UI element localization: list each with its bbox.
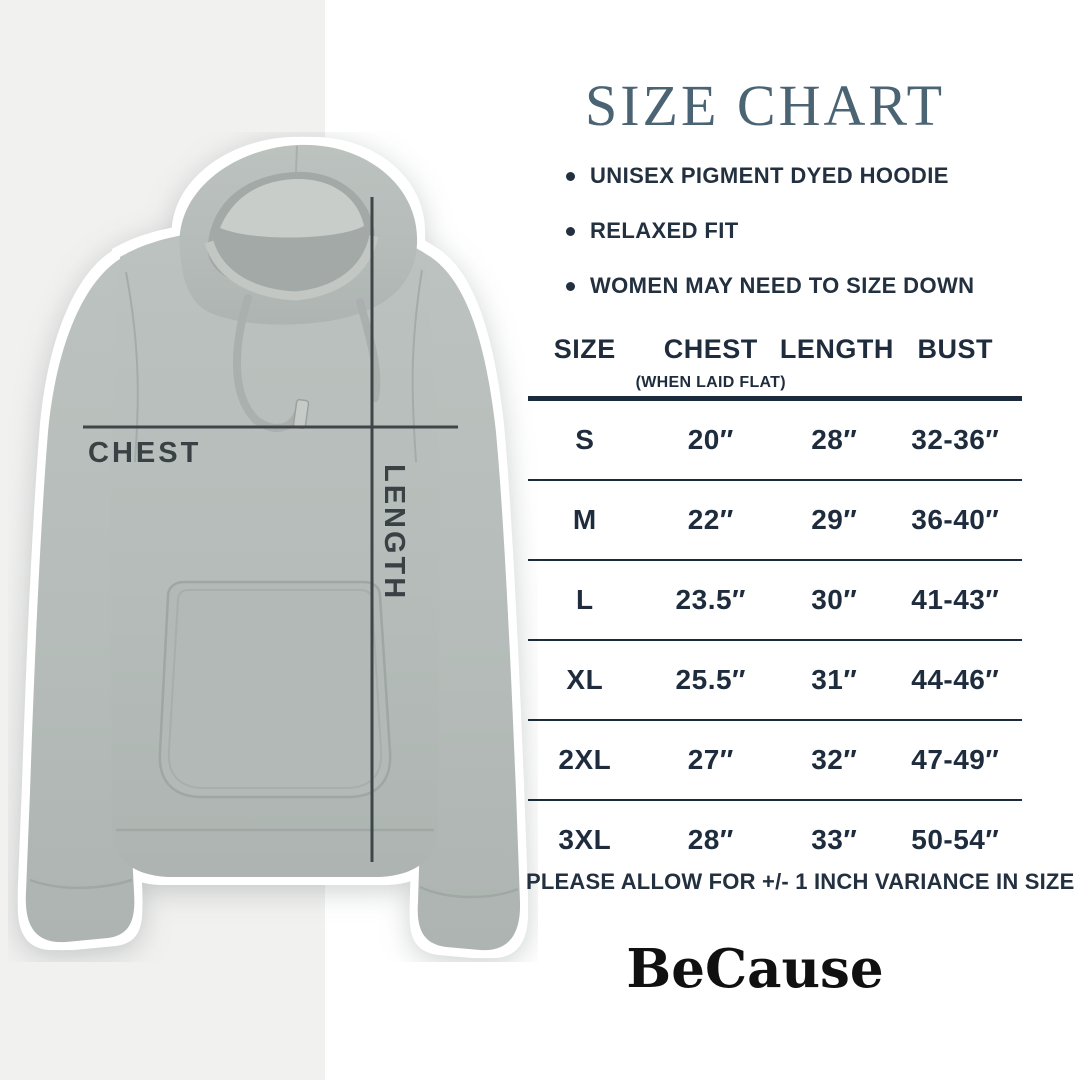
- table-row: L 23.5″ 30″ 41-43″: [528, 559, 1022, 639]
- brand-logo: BeCause: [626, 938, 884, 1000]
- feature-label: RELAXED FIT: [590, 218, 739, 243]
- cell-size: XL: [566, 664, 604, 695]
- cell-length: 28″: [811, 424, 858, 455]
- cell-bust: 50-54″: [911, 824, 1000, 855]
- hoodie-photo: CHEST LENGTH: [25, 144, 521, 951]
- column-header-chest: CHEST: [663, 334, 758, 364]
- table-row: 3XL 28″ 33″ 50-54″: [528, 799, 1022, 879]
- cell-size: S: [575, 424, 595, 455]
- cell-length: 29″: [811, 504, 858, 535]
- column-header-bust: BUST: [917, 334, 994, 364]
- cell-size: 2XL: [558, 744, 612, 775]
- variance-note: PLEASE ALLOW FOR +/- 1 INCH VARIANCE IN …: [526, 869, 1075, 894]
- cell-size: 3XL: [558, 824, 612, 855]
- cell-chest: 25.5″: [675, 664, 746, 695]
- column-header-length: LENGTH: [779, 334, 894, 364]
- bullet-icon: [566, 226, 575, 236]
- table-row: S 20″ 28″ 32-36″: [528, 401, 1022, 479]
- list-item: UNISEX PIGMENT DYED HOODIE: [566, 163, 1046, 188]
- size-table-header: SIZE CHEST LENGTH BUST (WHEN LAID FLAT): [528, 328, 1022, 401]
- cell-length: 33″: [811, 824, 858, 855]
- cell-chest: 20″: [687, 424, 734, 455]
- list-item: RELAXED FIT: [566, 218, 1046, 243]
- list-item: WOMEN MAY NEED TO SIZE DOWN: [566, 273, 1046, 298]
- cell-length: 32″: [811, 744, 858, 775]
- cell-bust: 47-49″: [911, 744, 1000, 775]
- table-row: M 22″ 29″ 36-40″: [528, 479, 1022, 559]
- cell-bust: 36-40″: [911, 504, 1000, 535]
- cell-size: M: [572, 504, 597, 535]
- cell-bust: 32-36″: [911, 424, 1000, 455]
- bullet-icon: [566, 171, 575, 181]
- cell-chest: 22″: [687, 504, 734, 535]
- feature-label: UNISEX PIGMENT DYED HOODIE: [590, 163, 949, 188]
- cell-length: 30″: [811, 584, 858, 615]
- hoodie-right-armhole-seam: [411, 269, 423, 463]
- page-title: SIZE CHART: [584, 73, 946, 138]
- feature-list: UNISEX PIGMENT DYED HOODIE RELAXED FIT W…: [566, 163, 1046, 330]
- cell-size: L: [576, 584, 594, 615]
- hoodie-left-cuff-seam: [29, 878, 133, 890]
- cell-bust: 41-43″: [911, 584, 1000, 615]
- cell-length: 31″: [811, 664, 858, 695]
- cell-chest: 23.5″: [675, 584, 746, 615]
- cell-chest: 28″: [687, 824, 734, 855]
- hoodie-left-armhole-seam: [125, 271, 139, 463]
- hoodie-drawstring-left: [233, 294, 304, 432]
- size-table: SIZE CHEST LENGTH BUST (WHEN LAID FLAT) …: [528, 328, 1022, 879]
- table-row: 2XL 27″ 32″ 47-49″: [528, 719, 1022, 799]
- length-measure-label: LENGTH: [378, 464, 410, 601]
- feature-label: WOMEN MAY NEED TO SIZE DOWN: [590, 273, 975, 298]
- chest-header-note: (WHEN LAID FLAT): [635, 374, 786, 391]
- column-header-size: SIZE: [553, 334, 616, 364]
- measurement-overlay: CHEST LENGTH: [83, 197, 458, 862]
- hoodie-right-cuff-seam: [419, 885, 519, 899]
- cell-chest: 27″: [687, 744, 734, 775]
- chest-measure-label: CHEST: [88, 437, 201, 469]
- hoodie-cutout: [25, 144, 521, 951]
- bullet-icon: [566, 281, 575, 291]
- hoodie-pocket: [158, 580, 392, 799]
- table-row: XL 25.5″ 31″ 44-46″: [528, 639, 1022, 719]
- cell-bust: 44-46″: [911, 664, 1000, 695]
- hoodie-hood-stitch: [295, 145, 298, 173]
- hoodie-hood-lining: [220, 178, 364, 238]
- hoodie-hood-rim: [204, 234, 379, 301]
